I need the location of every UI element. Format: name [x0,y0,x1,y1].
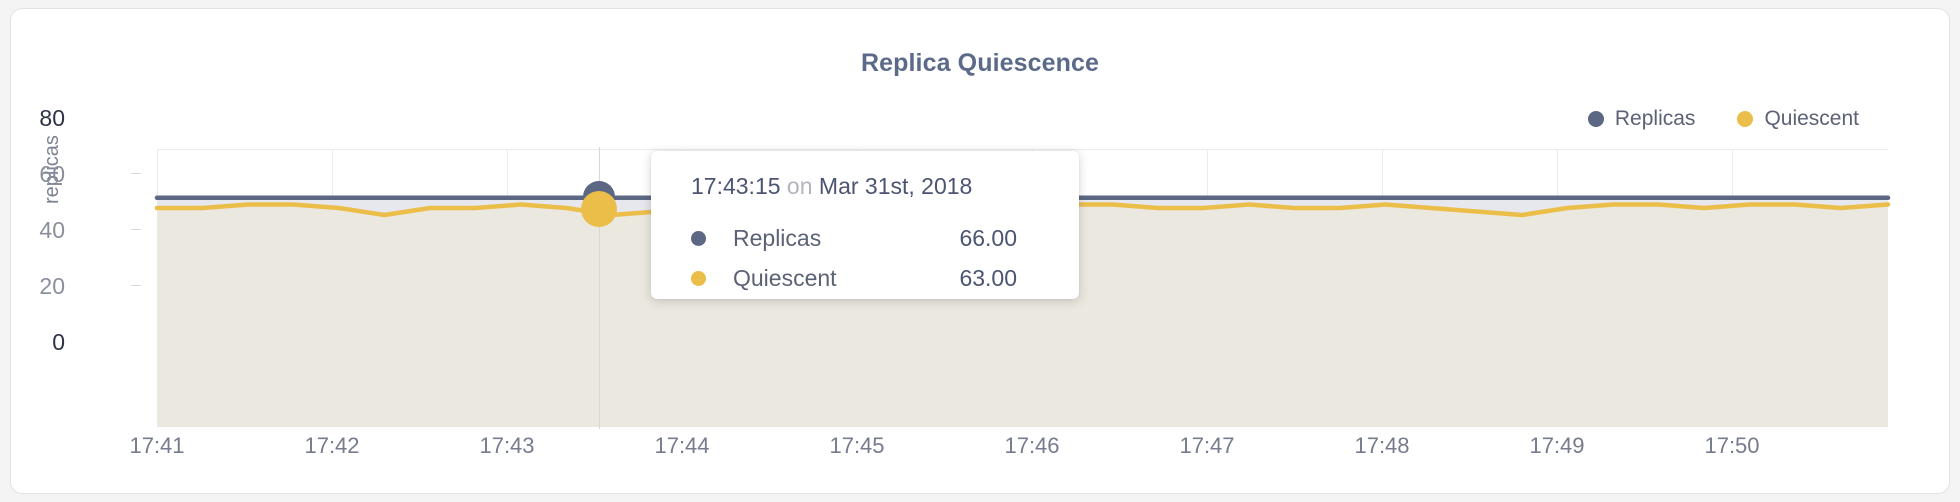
tooltip-value-replicas: 66.00 [959,224,1017,251]
x-tick-8: 17:49 [1529,433,1585,458]
y-tick-40: 40 [39,217,65,243]
legend-label-replicas: Replicas [1614,107,1696,130]
x-tick-7: 17:48 [1354,433,1410,458]
legend-label-quiescent: Quiescent [1764,107,1859,130]
x-tick-5: 17:46 [1004,433,1060,458]
plot-area[interactable] [154,149,1891,427]
hover-marker-quiescent [581,191,617,227]
hover-tooltip: 17:43:15 on Mar 31st, 2018 Replicas 66.0… [651,151,1079,299]
tooltip-date: Mar 31st, 2018 [818,173,973,199]
series-svg [154,195,1891,427]
y-tick-dash-40 [131,229,141,230]
x-tick-3: 17:44 [654,433,710,458]
legend-dot-replicas-icon [1587,111,1604,127]
gridline-y-80 [157,149,1888,150]
legend-item-quiescent[interactable]: Quiescent [1737,107,1859,131]
x-tick-1: 17:42 [304,433,360,458]
tooltip-label-quiescent: Quiescent [733,264,837,291]
tooltip-value-quiescent: 63.00 [959,264,1017,291]
tooltip-label-replicas: Replicas [733,224,822,251]
y-tick-dash-20 [131,285,141,286]
tooltip-row-replicas: Replicas 66.00 [691,218,1049,258]
area-quiescent [157,204,1888,427]
x-tick-0: 17:41 [129,433,185,458]
y-tick-60: 60 [39,161,65,187]
chart-legend: Replicas Quiescent [1587,107,1859,131]
x-tick-4: 17:45 [829,433,885,458]
y-tick-80: 80 [39,105,65,131]
x-tick-6: 17:47 [1179,433,1235,458]
tooltip-dot-quiescent-icon [691,270,706,286]
y-tick-dash-60 [131,173,141,174]
tooltip-time: 17:43:15 [691,173,781,199]
tooltip-dot-replicas-icon [691,230,706,246]
y-tick-0: 0 [52,329,65,355]
tooltip-on-word: on [786,173,813,199]
legend-item-replicas[interactable]: Replicas [1587,107,1696,131]
x-tick-2: 17:43 [479,433,535,458]
x-tick-9: 17:50 [1704,433,1760,458]
y-tick-20: 20 [39,273,65,299]
chart-card: Replica Quiescence Replicas Quiescent re… [10,8,1950,494]
tooltip-row-quiescent: Quiescent 63.00 [691,258,1049,298]
page-title: Replica Quiescence [860,49,1100,77]
hover-crosshair [599,147,600,429]
tooltip-header: 17:43:15 on Mar 31st, 2018 [691,173,1049,200]
legend-dot-quiescent-icon [1737,111,1754,127]
